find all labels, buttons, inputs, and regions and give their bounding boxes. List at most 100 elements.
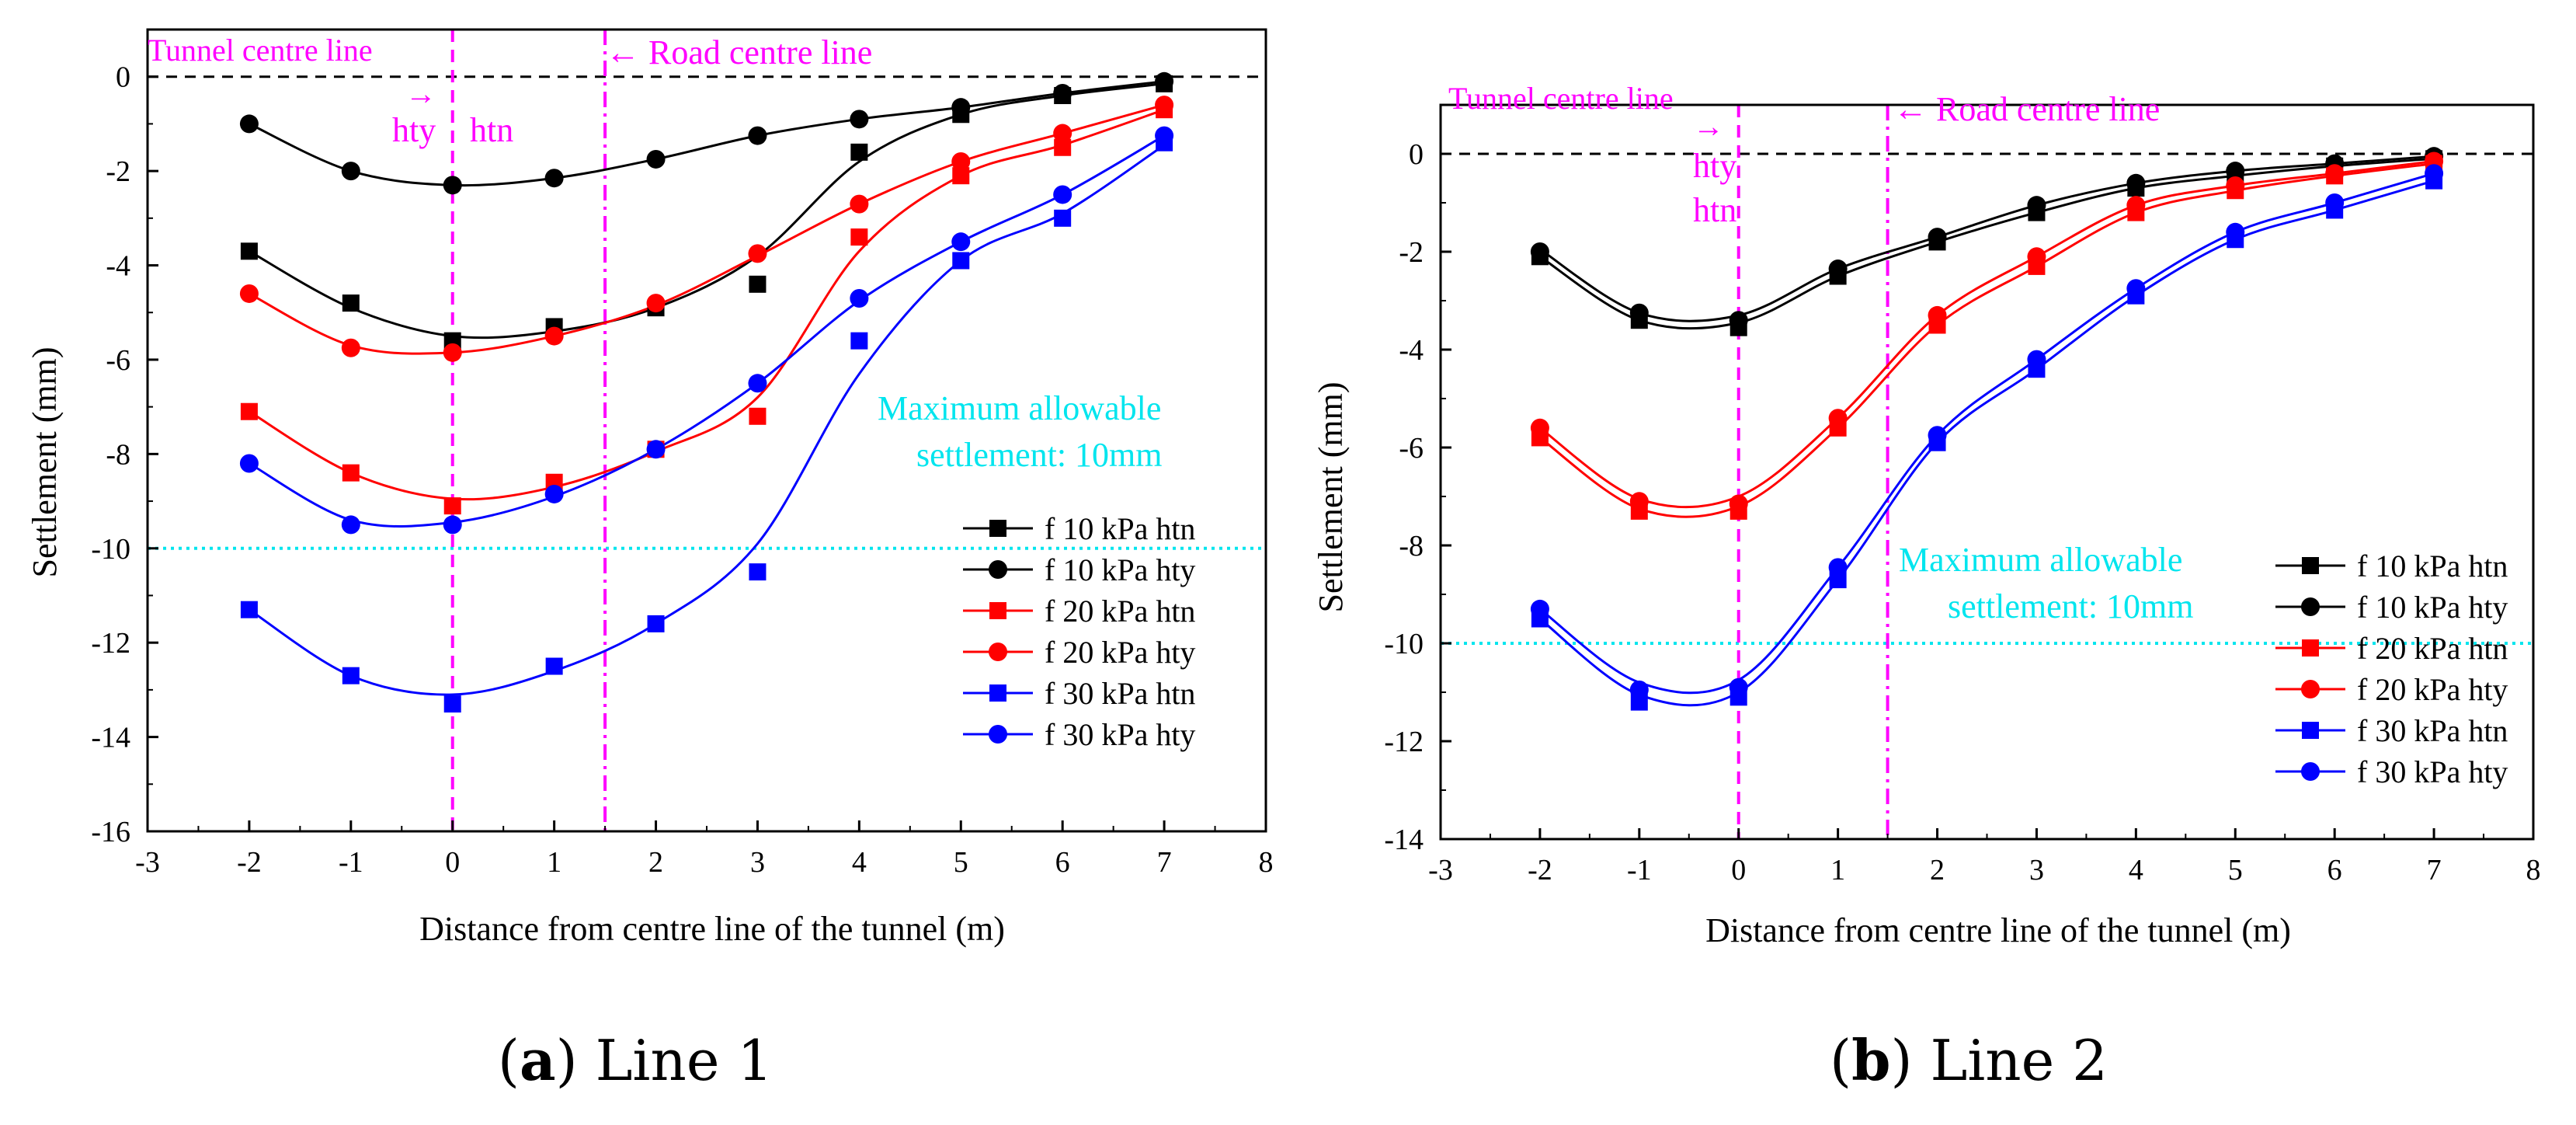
y-tick-label: -16 xyxy=(91,816,130,848)
x-tick-label: 0 xyxy=(445,846,460,879)
x-tick-label: 3 xyxy=(2029,854,2044,886)
y-tick-label: -2 xyxy=(1399,236,1424,269)
data-point-circle xyxy=(1928,426,1947,445)
y-tick-label: -14 xyxy=(91,722,130,754)
annotation-max-settlement-line1: Maximum allowable xyxy=(878,389,1161,427)
x-tick-label: 1 xyxy=(1830,854,1845,886)
caption-letter: b xyxy=(1851,1027,1890,1093)
series-line xyxy=(1539,160,2435,509)
annotation-tunnel-centre-line: Tunnel centre line xyxy=(1448,81,1674,116)
data-point-circle xyxy=(239,114,259,134)
data-point-circle xyxy=(443,515,462,535)
y-axis-label: Settlement (mm) xyxy=(26,347,64,578)
legend-label: f 20 kPa htn xyxy=(2357,631,2508,666)
y-tick-label: -2 xyxy=(106,155,130,188)
axes-layer: -3 -2 -1 0 1 2 3 4 5 6 7 80-2-4-6-8-10-12-14 xyxy=(1384,103,2541,886)
data-point-square xyxy=(342,294,360,312)
data-point-circle xyxy=(443,343,462,362)
data-point-circle xyxy=(951,152,971,171)
x-tick-label: 2 xyxy=(1930,854,1945,886)
data-point-square xyxy=(647,615,665,632)
x-tick-label: 7 xyxy=(2427,854,2442,886)
data-point-circle xyxy=(1530,599,1549,618)
data-point-square xyxy=(1054,138,1072,156)
data-point-circle xyxy=(2126,279,2146,298)
data-point-circle xyxy=(1053,185,1072,204)
chart-line-1: -3 -2 -1 0 1 2 3 4 5 6 7 80-2-4-6-8-10-12-14-16 Tun… xyxy=(26,28,1274,1093)
data-point-square xyxy=(850,143,868,161)
legend-marker-circle xyxy=(989,725,1007,744)
annotation-htn: htn xyxy=(470,111,513,149)
data-point-square xyxy=(749,275,767,293)
marker-layer xyxy=(239,71,1174,713)
x-tick-label: 5 xyxy=(954,846,968,879)
x-tick-label: -3 xyxy=(1428,854,1453,886)
legend-label: f 10 kPa hty xyxy=(2357,590,2508,625)
data-point-circle xyxy=(544,169,564,188)
legend-marker-square xyxy=(2302,722,2319,739)
data-point-circle xyxy=(1828,259,1848,279)
series-line xyxy=(1539,172,2435,695)
data-point-circle xyxy=(1629,303,1649,322)
annotation-hty: hty xyxy=(392,111,436,149)
data-point-circle xyxy=(1729,311,1748,330)
data-point-circle xyxy=(2126,173,2146,193)
y-tick-label: -8 xyxy=(1399,530,1424,562)
x-tick-label: 8 xyxy=(2526,854,2541,886)
data-point-circle xyxy=(2425,164,2444,183)
data-point-circle xyxy=(1928,228,1947,247)
legend-marker-circle xyxy=(989,643,1007,661)
data-point-circle xyxy=(544,484,564,503)
data-point-square xyxy=(952,252,970,270)
data-point-circle xyxy=(2325,164,2345,183)
data-point-circle xyxy=(1629,680,1649,699)
data-point-circle xyxy=(2027,350,2046,369)
data-point-circle xyxy=(951,98,971,117)
x-tick-label: 3 xyxy=(750,846,765,879)
caption-text: Line 1 xyxy=(578,1028,773,1093)
data-point-square xyxy=(850,332,868,350)
y-axis-label: Settlement (mm) xyxy=(1312,382,1350,613)
data-point-circle xyxy=(1530,242,1549,261)
caption-line-1: (a) Line 1 xyxy=(498,1027,773,1093)
data-point-circle xyxy=(1053,83,1072,103)
legend-label: f 10 kPa htn xyxy=(2357,549,2508,583)
x-tick-label: 4 xyxy=(852,846,867,879)
y-tick-label: -8 xyxy=(106,438,130,471)
annotation-max-settlement-line2: settlement: 10mm xyxy=(1948,587,2194,625)
legend-label: f 10 kPa htn xyxy=(1045,511,1195,546)
annotation-htn: htn xyxy=(1693,191,1736,229)
data-point-circle xyxy=(2027,247,2046,266)
data-point-square xyxy=(850,228,868,246)
series-layer xyxy=(1441,105,2533,839)
legend: f 10 kPa htn f 10 kPa hty f 20 kPa htn f 20… xyxy=(963,511,1195,752)
annotation-tunnel-centre-line: Tunnel centre line xyxy=(148,33,373,68)
x-tick-label: 6 xyxy=(1055,846,1070,879)
data-point-circle xyxy=(239,284,259,303)
data-point-circle xyxy=(850,194,869,214)
x-tick-label: 7 xyxy=(1157,846,1172,879)
axes-layer: -3 -2 -1 0 1 2 3 4 5 6 7 80-2-4-6-8-10-12-14-16 xyxy=(91,28,1274,879)
data-point-circle xyxy=(2027,196,2046,215)
y-tick-label: -4 xyxy=(1399,334,1424,367)
x-tick-label: 5 xyxy=(2228,854,2243,886)
y-tick-label: -14 xyxy=(1384,824,1424,856)
y-tick-label: -10 xyxy=(1384,628,1424,660)
data-point-circle xyxy=(2226,176,2245,195)
data-point-circle xyxy=(748,244,767,263)
data-point-circle xyxy=(748,374,767,393)
data-point-circle xyxy=(1155,126,1174,145)
y-tick-label: 0 xyxy=(116,61,130,94)
data-point-circle xyxy=(341,162,360,181)
series-line xyxy=(249,82,1165,340)
x-tick-label: -3 xyxy=(135,846,160,879)
data-point-square xyxy=(749,563,767,581)
series-line xyxy=(1539,157,2435,330)
data-point-circle xyxy=(341,515,360,535)
x-tick-label: -1 xyxy=(1627,854,1652,886)
annotation-arrow: → xyxy=(405,76,436,111)
caption-letter: a xyxy=(520,1027,556,1093)
legend: f 10 kPa htn f 10 kPa hty f 20 kPa htn f 20… xyxy=(2275,549,2508,789)
data-point-circle xyxy=(1729,677,1748,697)
data-point-circle xyxy=(646,149,666,169)
